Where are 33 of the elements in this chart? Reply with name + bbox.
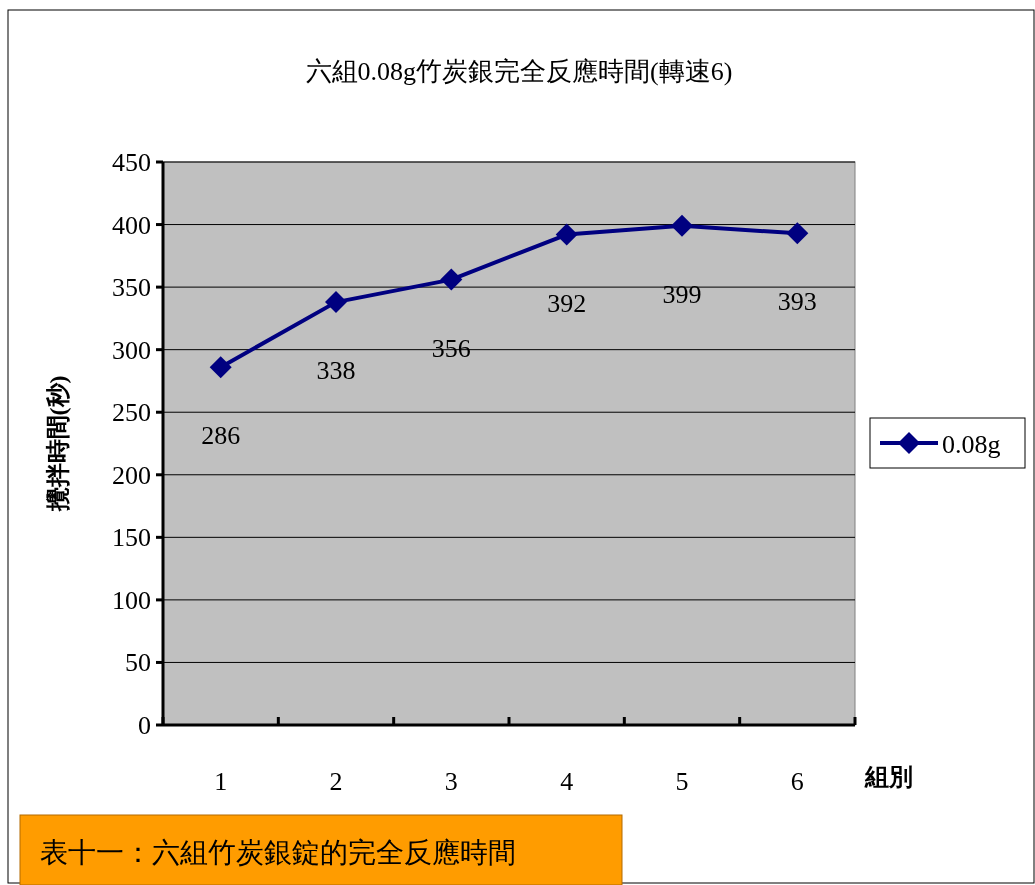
y-tick-label: 300 <box>112 335 151 365</box>
x-tick-label: 6 <box>790 767 804 796</box>
y-tick-label: 50 <box>125 648 151 678</box>
x-tick-label: 2 <box>329 767 343 796</box>
y-tick-label: 0 <box>138 711 151 740</box>
legend-label: 0.08g <box>942 430 1001 459</box>
x-tick-label: 3 <box>444 767 458 796</box>
y-tick-label: 200 <box>112 460 151 490</box>
y-tick-label: 100 <box>112 585 151 615</box>
x-tick-label: 4 <box>560 767 574 796</box>
x-axis-title: 組別 <box>864 764 913 790</box>
data-label: 286 <box>201 421 241 451</box>
text: 表十一：六組竹炭銀錠的完全反應時間 <box>40 837 516 868</box>
data-label: 399 <box>662 279 702 309</box>
y-tick-label: 250 <box>112 398 151 428</box>
point <box>209 356 232 379</box>
y-tick-label: 400 <box>112 210 151 240</box>
legend: 0.08g <box>869 417 1026 469</box>
data-label: 338 <box>316 356 356 386</box>
x-tick-label: 5 <box>675 767 689 796</box>
data-label: 392 <box>547 288 587 318</box>
y-tick-label: 150 <box>112 523 151 553</box>
point <box>671 214 693 237</box>
y-tick-label: 350 <box>112 273 151 303</box>
point <box>786 222 809 245</box>
chart-title: 六組0.08g竹炭銀完全反應時間(轉速6) <box>305 57 733 86</box>
y-axis-title: 攪拌時間(秒) <box>45 375 71 513</box>
point <box>555 223 578 246</box>
point <box>325 291 347 314</box>
x-tick-label: 1 <box>214 767 228 796</box>
data-label: 393 <box>777 287 817 317</box>
point <box>440 268 463 291</box>
y-tick-label: 450 <box>112 148 151 177</box>
